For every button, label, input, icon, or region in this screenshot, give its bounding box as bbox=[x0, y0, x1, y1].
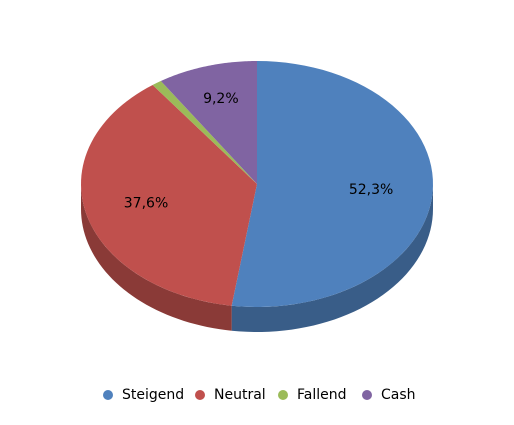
legend-label: Fallend bbox=[297, 387, 347, 403]
slice-side bbox=[231, 184, 433, 332]
slice bbox=[160, 61, 257, 184]
legend-marker bbox=[103, 390, 113, 400]
slice bbox=[81, 84, 257, 306]
slice-side bbox=[81, 184, 232, 331]
slice bbox=[152, 80, 257, 184]
legend-label: Cash bbox=[381, 387, 416, 403]
legend-label: Steigend bbox=[122, 387, 184, 403]
legend-marker bbox=[362, 390, 372, 400]
value-label: 9,2% bbox=[203, 91, 239, 107]
legend-marker bbox=[278, 390, 288, 400]
value-label: 37,6% bbox=[124, 195, 168, 211]
slice bbox=[231, 61, 433, 307]
legend-label: Neutral bbox=[214, 387, 266, 403]
legend-marker bbox=[195, 390, 205, 400]
value-label: 52,3% bbox=[349, 182, 393, 198]
